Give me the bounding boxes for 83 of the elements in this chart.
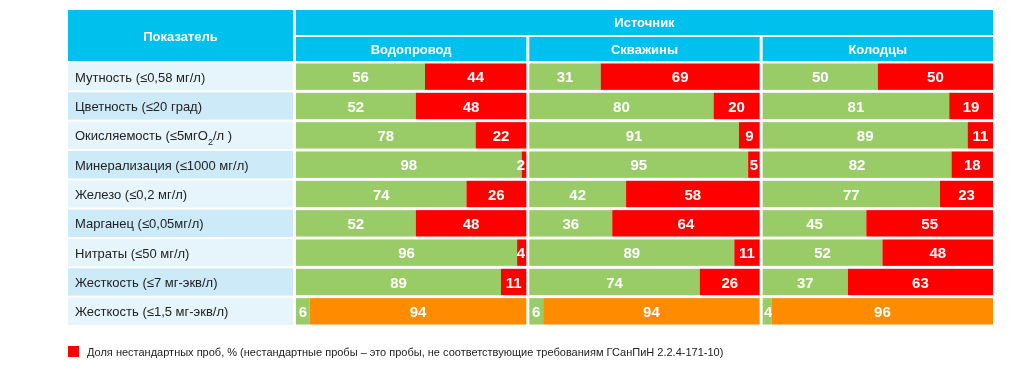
data-label: 96 (874, 302, 891, 320)
y-axis-title: Показатель (143, 29, 218, 44)
data-label: 11 (739, 244, 755, 262)
data-label: 96 (398, 244, 415, 262)
data-label: 19 (962, 97, 980, 115)
data-label: 89 (856, 126, 874, 144)
data-label: 45 (806, 214, 823, 232)
data-label: 74 (372, 185, 391, 203)
bar (296, 239, 518, 266)
data-label: 80 (613, 97, 630, 115)
data-label: 98 (400, 156, 418, 174)
data-label: 89 (623, 244, 641, 262)
bar (296, 268, 501, 296)
data-label: 52 (347, 97, 365, 115)
data-label: 74 (606, 273, 624, 291)
data-label: 77 (843, 185, 860, 203)
bar (771, 298, 993, 325)
data-label: 4 (763, 302, 773, 320)
data-label: 94 (643, 302, 661, 320)
y-tick-label: Мутность (≤0,58 мг/л) (75, 69, 206, 85)
data-label: 23 (958, 185, 975, 203)
y-tick-label: Цветность (≤20 град) (75, 99, 203, 114)
data-label: 91 (625, 126, 643, 144)
data-label: 48 (462, 214, 480, 232)
data-label: 37 (796, 273, 814, 291)
bar (296, 122, 476, 149)
data-label: 89 (390, 273, 407, 291)
bar (738, 122, 760, 149)
data-label: 18 (963, 156, 981, 174)
data-label: 48 (929, 244, 947, 262)
chart-title: Скважины (610, 42, 679, 57)
data-label: 52 (347, 214, 365, 232)
data-label: 11 (505, 273, 522, 291)
data-label: 78 (377, 126, 395, 144)
data-label: 20 (728, 97, 745, 115)
y-tick-label: Жесткость (≤7 мг-экв/л) (75, 275, 218, 290)
bar (951, 151, 993, 178)
legend-label: Доля нестандартных проб, % (нестандартные пробы – это пробы, не соответствующие требованиям ГСанПиН 2.2.4-171-10) (87, 346, 724, 358)
data-label: 58 (684, 185, 702, 203)
data-label: 6 (532, 302, 541, 320)
data-label: 4 (516, 244, 526, 262)
data-label: 31 (556, 68, 574, 86)
data-label: 9 (745, 126, 754, 144)
y-tick-label: Марганец (≤0,05мг/л) (75, 216, 204, 232)
data-label: 95 (630, 156, 648, 174)
bar (475, 122, 527, 149)
bar (296, 92, 416, 120)
data-label: 63 (912, 273, 929, 291)
data-label: 52 (814, 244, 831, 262)
y-tick-label: Жесткость (≤1,5 мг-экв/л) (75, 304, 229, 320)
data-label: 5 (749, 156, 759, 174)
data-label: 82 (848, 156, 866, 174)
bar (866, 210, 993, 237)
chart-title: Колодцы (848, 42, 908, 57)
data-label: 55 (921, 214, 938, 232)
data-label: 56 (352, 68, 369, 86)
data-label: 42 (569, 185, 587, 203)
data-label: 44 (467, 68, 485, 86)
text: Источник (614, 15, 676, 30)
bar (296, 210, 416, 237)
data-label: 22 (492, 126, 510, 144)
bar (940, 180, 993, 208)
data-label: 94 (409, 302, 428, 320)
data-label: 26 (488, 185, 505, 203)
data-label: 26 (721, 273, 739, 291)
y-tick-label: Железо (≤0,2 мг/л) (75, 187, 188, 202)
data-label: 50 (927, 68, 944, 86)
bar (734, 239, 760, 266)
y-tick-label: Окисляемость (≤5мгO$_{2}$/л ) (75, 128, 233, 148)
bar (847, 268, 993, 296)
data-label: 50 (811, 68, 829, 86)
y-tick-label: Нитраты (≤50 мг/л) (75, 245, 190, 261)
data-label: 6 (298, 302, 308, 320)
bar (882, 239, 993, 266)
data-label: 48 (462, 97, 480, 115)
data-label: 69 (671, 68, 689, 86)
bar (296, 180, 467, 208)
data-label: 64 (677, 214, 695, 232)
data-label: 36 (562, 214, 580, 232)
y-tick-label: Минерализация (≤1000 мг/л) (75, 157, 249, 173)
data-label: 11 (972, 126, 989, 144)
chart-title: Водопровод (370, 42, 453, 57)
data-label: 81 (847, 97, 865, 115)
